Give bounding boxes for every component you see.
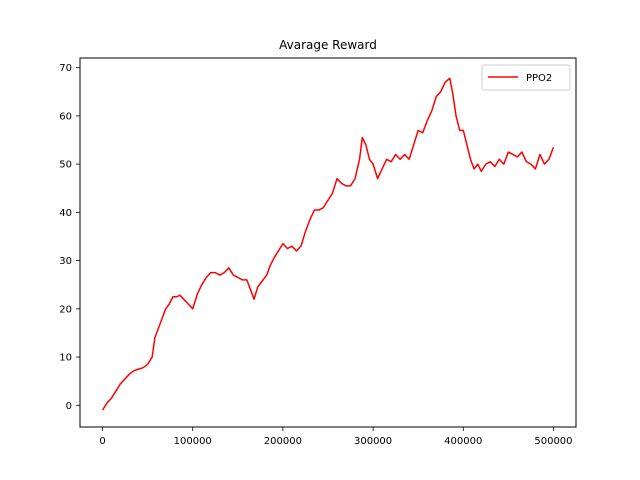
x-tick-label: 500000 <box>534 436 572 447</box>
y-tick-label: 0 <box>66 401 72 412</box>
x-tick-label: 300000 <box>354 436 392 447</box>
x-axis: 0 100000 200000 300000 400000 500000 <box>99 427 573 447</box>
legend-box <box>481 64 571 91</box>
x-tick-label: 0 <box>99 436 105 447</box>
chart-title: Avarage Reward <box>279 38 377 52</box>
x-tick-label: 200000 <box>264 436 302 447</box>
legend: PPO2 <box>481 64 571 91</box>
y-axis: 0 10 20 30 40 50 60 70 <box>59 63 80 412</box>
legend-label-ppo2: PPO2 <box>526 73 552 84</box>
x-tick-label: 100000 <box>174 436 212 447</box>
series-layer <box>101 77 555 411</box>
x-tick-label: 400000 <box>444 436 482 447</box>
y-tick-label: 20 <box>59 304 72 315</box>
y-tick-label: 50 <box>59 160 72 171</box>
series-line-ppo2 <box>101 77 555 411</box>
y-tick-label: 10 <box>59 353 72 364</box>
y-tick-label: 30 <box>59 256 72 267</box>
y-tick-label: 70 <box>59 63 72 74</box>
plot-area <box>79 57 577 428</box>
y-tick-label: 40 <box>59 208 72 219</box>
y-tick-label: 60 <box>59 111 72 122</box>
